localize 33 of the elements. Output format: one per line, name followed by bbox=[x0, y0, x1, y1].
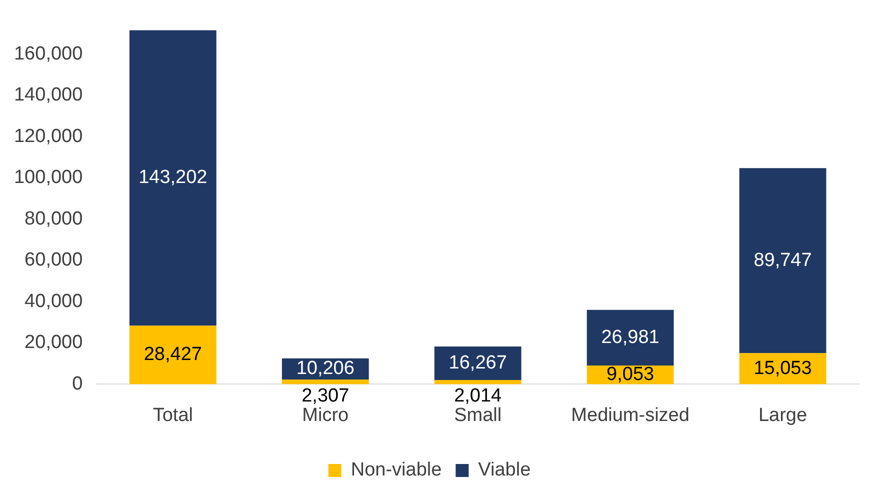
bar bbox=[586, 310, 674, 366]
x-tick-label: Small bbox=[454, 404, 502, 426]
bar bbox=[129, 30, 216, 326]
data-label: 9,053 bbox=[606, 364, 654, 386]
data-label: 2,014 bbox=[454, 385, 502, 406]
x-tick-label: Large bbox=[758, 404, 808, 426]
data-label: 2,307 bbox=[302, 385, 350, 406]
y-tick-label: 160,000 bbox=[14, 44, 83, 65]
bar bbox=[129, 326, 216, 384]
y-tick-label: 140,000 bbox=[14, 84, 83, 106]
bar bbox=[434, 380, 522, 384]
legend-label: Viable bbox=[478, 460, 531, 481]
data-label: 16,267 bbox=[448, 352, 507, 374]
y-tick-label: 80,000 bbox=[24, 208, 83, 230]
data-label: 89,747 bbox=[754, 250, 812, 271]
data-label: 143,202 bbox=[138, 167, 208, 188]
data-label: 26,981 bbox=[601, 326, 660, 348]
y-tick-label: 0 bbox=[72, 373, 83, 394]
legend-label: Non-viable bbox=[350, 460, 442, 481]
data-label: 28,427 bbox=[144, 344, 202, 366]
bar bbox=[739, 168, 826, 354]
bar bbox=[434, 346, 522, 380]
y-tick-label: 60,000 bbox=[24, 250, 83, 271]
x-tick-label: Medium-sized bbox=[571, 404, 690, 426]
x-tick-label: Total bbox=[152, 404, 193, 426]
data-label: 15,053 bbox=[754, 358, 812, 379]
bar bbox=[282, 379, 369, 384]
y-tick-label: 100,000 bbox=[14, 167, 83, 188]
x-tick-label: Micro bbox=[302, 404, 349, 426]
y-tick-label: 20,000 bbox=[24, 332, 83, 354]
y-tick-label: 40,000 bbox=[24, 290, 83, 312]
y-tick-label: 120,000 bbox=[14, 126, 83, 147]
data-label: 10,206 bbox=[296, 358, 354, 380]
